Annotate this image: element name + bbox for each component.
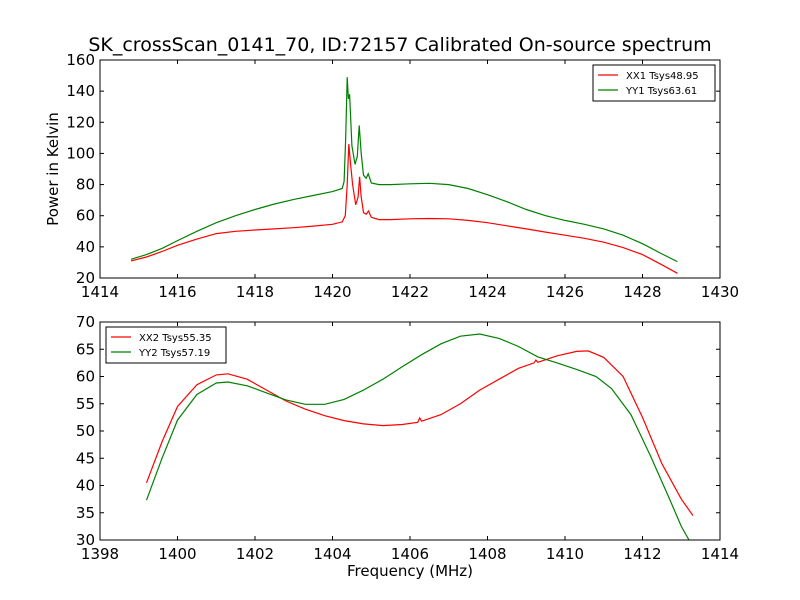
y-tick-label: 30 xyxy=(76,531,95,549)
legend-label: XX2 Tsys55.35 xyxy=(139,333,212,344)
legend-label: XX1 Tsys48.95 xyxy=(626,71,699,82)
x-tick-label: 1426 xyxy=(546,283,584,301)
y-tick-label: 70 xyxy=(76,313,95,331)
y-tick-label: 40 xyxy=(76,238,95,256)
legend: XX1 Tsys48.95 YY1 Tsys63.61 xyxy=(592,64,716,102)
y-tick-label: 100 xyxy=(66,144,95,162)
x-tick-label: 1410 xyxy=(546,545,584,563)
series-line-2 xyxy=(145,333,690,540)
y-tick-label: 60 xyxy=(76,368,95,386)
legend-box xyxy=(105,326,227,364)
y-tick-label: 65 xyxy=(76,340,95,358)
y-tick-label: 20 xyxy=(76,269,95,287)
x-tick-label: 1400 xyxy=(158,545,196,563)
x-tick-label: 1398 xyxy=(81,545,119,563)
legend: XX2 Tsys55.35 YY2 Tsys57.19 xyxy=(105,326,227,364)
x-tick-label: 1418 xyxy=(236,283,274,301)
y-tick-label: 55 xyxy=(76,395,95,413)
x-tick-label: 1406 xyxy=(391,545,429,563)
x-tick-label: 1422 xyxy=(391,283,429,301)
y-tick-label: 160 xyxy=(66,51,95,69)
x-tick-label: 1430 xyxy=(701,283,739,301)
x-tick-label: 1424 xyxy=(468,283,506,301)
y-tick-label: 45 xyxy=(76,449,95,467)
y-tick-label: 80 xyxy=(76,176,95,194)
y-tick-label: 60 xyxy=(76,207,95,225)
plot-panel-2: 1398 1400 1402 1404 1406 1408 1410 1412 1414 30 35… xyxy=(76,313,739,580)
chart-title: SK_crossScan_0141_70, ID:72157 Calibrate… xyxy=(88,34,712,56)
y-tick-label: 140 xyxy=(66,82,95,100)
x-tick-label: 1404 xyxy=(313,545,351,563)
x-tick-label: 1412 xyxy=(623,545,661,563)
y-tick-label: 120 xyxy=(66,113,95,131)
x-tick-label: 1420 xyxy=(313,283,351,301)
series-line-2 xyxy=(130,77,678,263)
legend-label: YY2 Tsys57.19 xyxy=(138,348,210,359)
x-axis-label: Frequency (MHz) xyxy=(347,562,473,580)
x-tick-label: 1414 xyxy=(81,283,119,301)
x-tick-label: 1414 xyxy=(701,545,739,563)
series-line-1 xyxy=(145,350,694,516)
x-tick-label: 1428 xyxy=(623,283,661,301)
x-tick-label: 1408 xyxy=(468,545,506,563)
legend-label: YY1 Tsys63.61 xyxy=(625,86,697,97)
plot-panel-1: 1414 1416 1418 1420 1422 1424 1426 1428 1430 20 40… xyxy=(44,51,739,301)
x-tick-label: 1416 xyxy=(158,283,196,301)
x-tick-label: 1402 xyxy=(236,545,274,563)
series-line-1 xyxy=(130,144,678,274)
y-tick-label: 35 xyxy=(76,504,95,522)
y-tick-label: 40 xyxy=(76,477,95,495)
y-axis-label: Power in Kelvin xyxy=(44,112,62,226)
legend-box xyxy=(592,64,716,102)
y-tick-label: 50 xyxy=(76,422,95,440)
